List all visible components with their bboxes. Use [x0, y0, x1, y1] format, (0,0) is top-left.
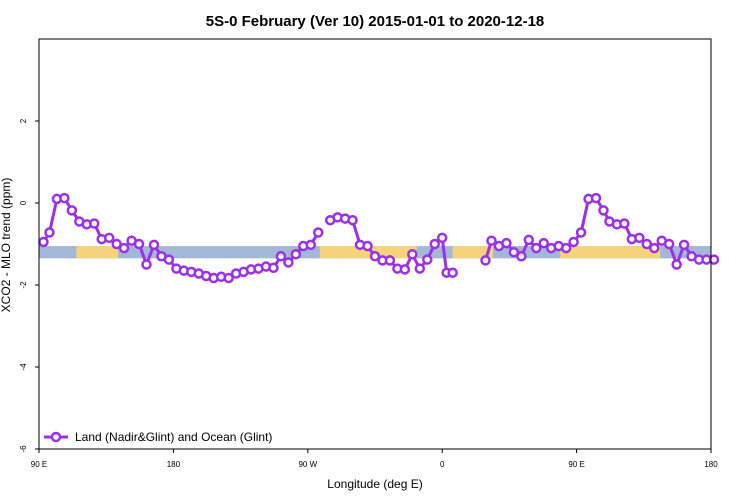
data-point [407, 249, 418, 260]
data-point [598, 205, 609, 216]
y-tick-label: 2 [19, 118, 28, 123]
data-point [480, 255, 491, 266]
data-point [619, 218, 630, 229]
data-point [678, 239, 690, 251]
data-point [38, 236, 49, 248]
data-point [275, 251, 287, 262]
data-point [103, 232, 115, 244]
x-tick-label: 0 [440, 460, 445, 469]
data-point [671, 259, 682, 270]
land-band-segment [76, 246, 119, 259]
y-tick-label: -2 [19, 281, 28, 289]
data-point [422, 254, 433, 265]
data-point [486, 235, 497, 246]
data-point [89, 218, 100, 229]
data-point [290, 249, 302, 260]
y-tick-label: 0 [19, 200, 28, 205]
data-point [111, 238, 122, 250]
y-tick-label: -4 [19, 363, 28, 371]
data-point [575, 227, 587, 238]
data-point [313, 227, 324, 238]
data-point [501, 237, 512, 249]
data-point [641, 238, 653, 250]
data-point [59, 192, 70, 204]
data-point [223, 272, 234, 284]
data-point [560, 242, 572, 254]
data-point [66, 205, 78, 216]
chart-title: 5S-0 February (Ver 10) 2015-01-01 to 202… [206, 13, 545, 30]
data-point [399, 264, 411, 275]
data-point [516, 251, 527, 262]
data-point [148, 239, 160, 251]
data-point [133, 238, 145, 250]
data-point [414, 263, 426, 274]
data-point [538, 237, 549, 249]
data-point [508, 246, 520, 258]
plot-frame [38, 38, 712, 450]
data-point [523, 234, 535, 246]
x-tick-label: 180 [167, 460, 181, 469]
data-point [447, 267, 458, 278]
x-tick-label: 90 W [298, 460, 317, 469]
series-layer [38, 192, 720, 284]
data-point [141, 259, 152, 270]
data-point [634, 232, 645, 244]
data-point [708, 254, 720, 265]
axes: 90 E 180 90 W 0 90 E 180 -6 -4 -2 0 2 [19, 38, 718, 469]
data-point [268, 262, 279, 274]
data-point [649, 242, 660, 254]
x-axis-label: Longitude (deg E) [327, 477, 422, 491]
x-tick-label: 180 [704, 460, 718, 469]
x-tick-label: 90 E [31, 460, 47, 469]
data-point [531, 242, 542, 254]
data-point [369, 251, 381, 262]
y-axis-label: XCO2 - MLO trend (ppm) [0, 178, 13, 313]
data-point [283, 257, 294, 268]
data-point [118, 242, 130, 254]
data-point [163, 254, 175, 265]
data-point [663, 238, 675, 250]
data-point [384, 255, 396, 266]
legend-marker-swatch [50, 431, 62, 443]
land-band-segment [560, 246, 661, 259]
land-band-segment [319, 246, 417, 259]
data-point [305, 239, 317, 251]
data-point [347, 214, 358, 226]
legend-label-land-ocean: Land (Nadir&Glint) and Ocean (Glint) [75, 430, 272, 444]
data-point [436, 232, 448, 244]
data-point [568, 236, 579, 248]
data-point [590, 192, 602, 204]
legend: Land (Nadir&Glint) and Ocean (Glint) [44, 430, 272, 444]
data-point [44, 227, 55, 238]
data-point [362, 240, 373, 252]
y-tick-label: -6 [19, 445, 28, 453]
x-tick-label: 90 E [568, 460, 584, 469]
land-band-segment [452, 246, 493, 259]
data-point [429, 238, 440, 250]
